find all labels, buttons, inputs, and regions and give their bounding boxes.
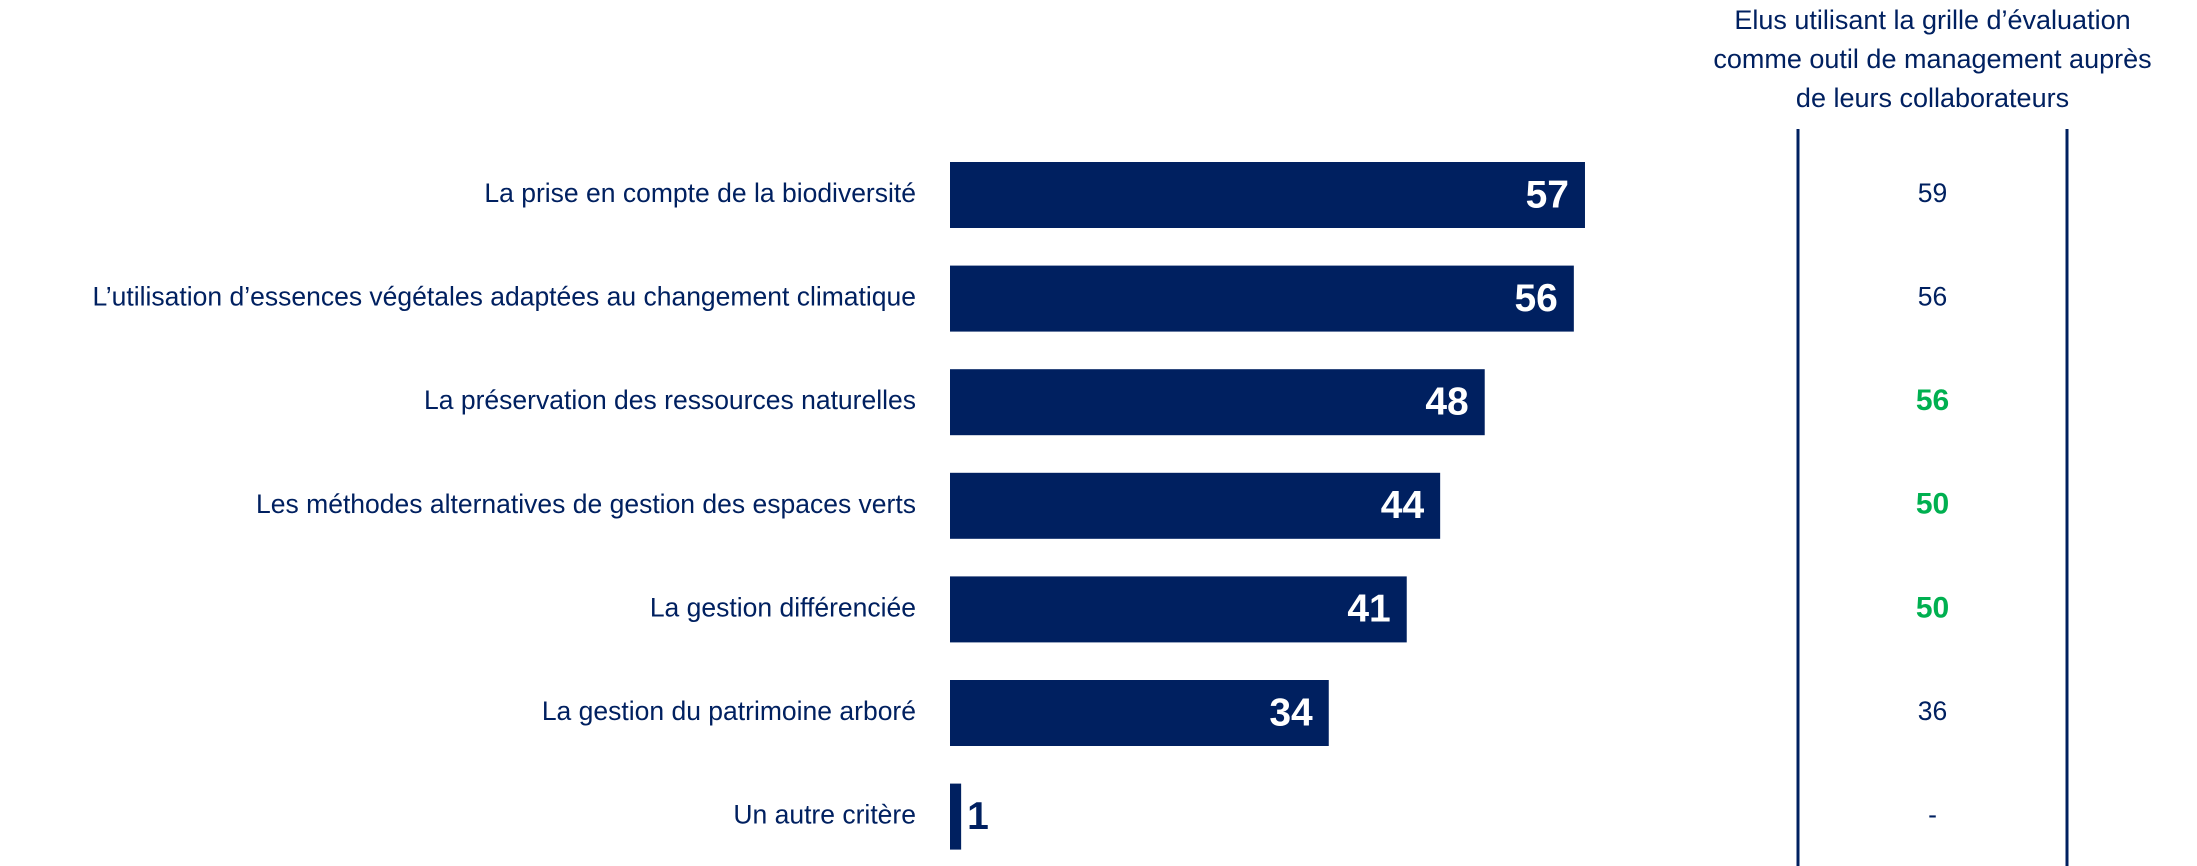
value-label: 56 (1514, 277, 1557, 320)
category-label: Un autre critère (733, 800, 916, 830)
bar (950, 162, 1585, 228)
bar (950, 472, 1441, 539)
column-value: 56 (1916, 384, 1949, 417)
column-value: 50 (1916, 591, 1949, 624)
value-label: 1 (967, 795, 989, 838)
column-value: 36 (1918, 696, 1947, 726)
category-label: Les méthodes alternatives de gestion des… (256, 489, 916, 519)
bar (950, 783, 962, 850)
category-label: La préservation des ressources naturelle… (424, 385, 916, 415)
category-label: La gestion différenciée (650, 592, 916, 622)
bar (950, 265, 1574, 332)
category-label: La prise en compte de la biodiversité (484, 178, 916, 208)
category-label: La gestion du patrimoine arboré (542, 696, 916, 726)
value-label: 48 (1425, 380, 1468, 423)
column-value: - (1928, 800, 1937, 830)
column-value: 59 (1918, 178, 1947, 208)
value-label: 41 (1347, 588, 1390, 631)
column-title: Elus utilisant la grille d’évaluation (1734, 5, 2130, 35)
bar (950, 369, 1485, 436)
value-label: 57 (1526, 173, 1569, 216)
column-value: 50 (1916, 488, 1949, 521)
column-value: 56 (1918, 282, 1947, 312)
column-title: de leurs collaborateurs (1796, 83, 2069, 113)
category-label: L’utilisation d’essences végétales adapt… (92, 282, 916, 312)
bar (950, 680, 1329, 746)
bar (950, 576, 1407, 643)
value-label: 44 (1381, 484, 1425, 527)
value-label: 34 (1269, 691, 1313, 734)
column-title: comme outil de management auprès (1713, 44, 2151, 74)
